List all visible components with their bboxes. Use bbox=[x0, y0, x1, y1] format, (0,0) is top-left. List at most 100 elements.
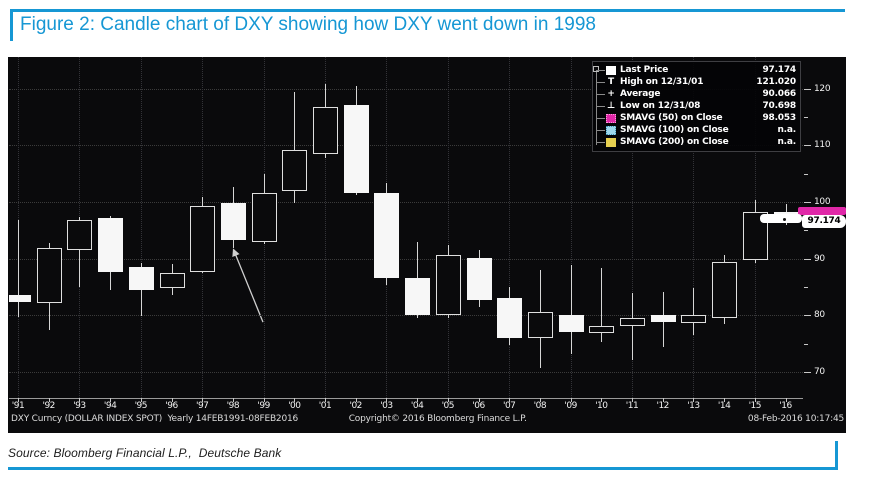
legend-bracket-tick bbox=[596, 141, 605, 143]
y-minor-tick-115 bbox=[804, 117, 808, 119]
candle-body-98 bbox=[220, 203, 246, 240]
last-price-marker bbox=[760, 214, 802, 224]
candle-body-07 bbox=[497, 298, 523, 338]
legend-value: 90.066 bbox=[762, 89, 796, 99]
x-tick-label-06: '06 bbox=[472, 401, 485, 411]
y-minor-tick-105 bbox=[804, 173, 808, 175]
x-tick-label-09: '09 bbox=[564, 401, 577, 411]
x-tick-98 bbox=[232, 398, 234, 402]
x-tick-03 bbox=[386, 398, 388, 402]
legend-bracket-tick bbox=[596, 93, 605, 95]
candle-wick-00 bbox=[294, 92, 296, 203]
candle-wick-91 bbox=[18, 219, 19, 317]
candle-body-08 bbox=[527, 311, 553, 338]
average-marker: + bbox=[607, 88, 615, 99]
x-tick-06 bbox=[478, 398, 480, 402]
gridline-h-90 bbox=[9, 258, 803, 260]
x-tick-15 bbox=[754, 398, 756, 402]
footer-right-rule bbox=[835, 441, 838, 470]
smavg50-price-tag bbox=[798, 207, 846, 216]
legend-bracket-tick bbox=[596, 105, 605, 107]
y-tick-100 bbox=[804, 202, 811, 203]
x-tick-04 bbox=[417, 398, 419, 402]
x-tick-label-98: '98 bbox=[226, 401, 240, 411]
y-tick-label-100: 100 bbox=[814, 197, 831, 207]
x-tick-01 bbox=[325, 398, 326, 402]
x-tick-label-99: '99 bbox=[257, 401, 270, 411]
candle-body-91 bbox=[9, 295, 31, 302]
smavg200-swatch bbox=[606, 137, 616, 147]
y-minor-tick-95 bbox=[804, 230, 808, 232]
x-tick-label-11: '11 bbox=[625, 401, 639, 411]
candle-body-02 bbox=[343, 105, 369, 193]
x-tick-05 bbox=[447, 398, 449, 402]
candle-body-11 bbox=[620, 318, 645, 327]
y-tick-label-110: 110 bbox=[814, 140, 831, 151]
x-tick-label-13: '13 bbox=[687, 401, 700, 411]
gridline-h-70 bbox=[9, 371, 803, 373]
legend-value: 97.174 bbox=[762, 65, 796, 75]
x-tick-label-00: '00 bbox=[288, 401, 301, 411]
smavg100-swatch bbox=[606, 125, 616, 135]
x-tick-09 bbox=[570, 398, 572, 402]
legend-row-0: Last Price 97.174 bbox=[596, 64, 796, 76]
candle-body-12 bbox=[650, 315, 676, 323]
candle-body-03 bbox=[374, 192, 400, 279]
y-tick-90 bbox=[804, 258, 811, 260]
x-tick-label-95: '95 bbox=[134, 401, 148, 411]
candle-body-97 bbox=[190, 205, 216, 272]
x-tick-07 bbox=[509, 398, 511, 402]
legend-row-4: SMAVG (50) on Close 98.053 bbox=[596, 112, 796, 124]
legend-value: 121.020 bbox=[756, 77, 796, 87]
x-tick-08 bbox=[539, 398, 541, 402]
x-tick-label-14: '14 bbox=[717, 401, 731, 411]
gridline-v-05 bbox=[447, 57, 449, 398]
x-tick-label-92: '92 bbox=[42, 401, 55, 411]
x-tick-16 bbox=[785, 398, 787, 402]
title-top-rule bbox=[10, 9, 845, 12]
gridline-h-110 bbox=[9, 145, 803, 147]
candle-body-92 bbox=[36, 247, 62, 303]
x-tick-label-03: '03 bbox=[380, 401, 393, 411]
x-tick-label-93: '93 bbox=[73, 401, 86, 411]
x-tick-label-15: '15 bbox=[748, 401, 762, 411]
title-left-rule bbox=[10, 9, 13, 41]
x-tick-label-02: '02 bbox=[349, 401, 362, 411]
x-tick-14 bbox=[724, 398, 726, 402]
x-tick-label-07: '07 bbox=[502, 401, 516, 411]
x-tick-10 bbox=[601, 398, 603, 402]
x-tick-label-01: '01 bbox=[318, 401, 332, 411]
candle-body-96 bbox=[159, 272, 185, 289]
y-tick-120 bbox=[804, 88, 811, 90]
last-price-tag: 97.174 bbox=[802, 215, 846, 229]
x-tick-12 bbox=[662, 398, 664, 402]
candle-body-01 bbox=[313, 106, 338, 154]
legend-label: SMAVG (100) on Close bbox=[620, 125, 729, 135]
candle-wick-10 bbox=[601, 267, 603, 342]
candle-wick-93 bbox=[79, 217, 81, 287]
copyright-text: Copyright© 2016 Bloomberg Finance L.P. bbox=[348, 414, 527, 424]
legend-row-1: T High on 12/31/01 121.020 bbox=[596, 76, 796, 88]
bloomberg-chart-panel: Last Price 97.174 T High on 12/31/01 121.020… bbox=[8, 57, 846, 433]
y-tick-80 bbox=[804, 315, 811, 317]
candle-wick-13 bbox=[693, 288, 695, 336]
footer-rule bbox=[8, 467, 838, 470]
x-tick-label-96: '96 bbox=[165, 401, 178, 411]
gridline-h-100 bbox=[9, 202, 803, 203]
y-tick-label-70: 70 bbox=[814, 366, 825, 377]
smavg50-swatch bbox=[606, 113, 616, 123]
x-tick-label-12: '12 bbox=[656, 401, 669, 411]
y-tick-label-120: 120 bbox=[814, 83, 831, 94]
legend-row-3: ⊥ Low on 12/31/08 70.698 bbox=[596, 100, 796, 112]
legend-value: n.a. bbox=[777, 125, 796, 135]
gridline-v-01 bbox=[325, 57, 326, 398]
y-minor-tick-75 bbox=[804, 343, 808, 345]
last-price-swatch bbox=[606, 65, 616, 75]
x-axis-line bbox=[9, 398, 803, 399]
legend-label: Average bbox=[620, 89, 661, 99]
legend-label: Low on 12/31/08 bbox=[620, 101, 701, 111]
legend-label: SMAVG (50) on Close bbox=[620, 113, 723, 123]
x-tick-94 bbox=[110, 398, 112, 402]
x-tick-label-91: '91 bbox=[11, 401, 25, 411]
